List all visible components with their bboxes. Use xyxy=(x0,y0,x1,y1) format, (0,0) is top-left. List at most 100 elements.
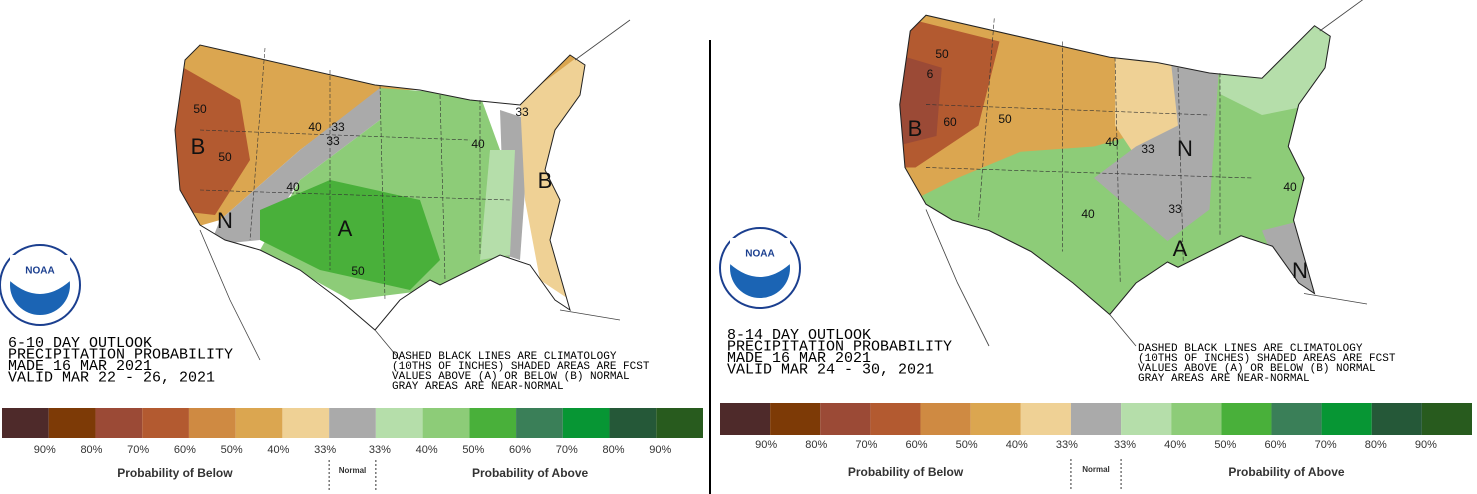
legend-swatch xyxy=(469,408,517,438)
legend-label: 80% xyxy=(1365,439,1387,451)
legend-label: 90% xyxy=(1415,439,1437,451)
map-label: 40 xyxy=(286,180,300,194)
probability-area xyxy=(260,180,440,290)
legend-swatch xyxy=(656,408,703,438)
legend-label: 40% xyxy=(267,444,289,456)
legend-label: 50% xyxy=(462,444,484,456)
legend-label: 70% xyxy=(855,439,877,451)
map-label: A xyxy=(338,216,353,241)
legend-label: 40% xyxy=(416,444,438,456)
legend-swatch xyxy=(1171,403,1222,435)
note-text: (10THS OF INCHES) SHADED AREAS ARE FCST xyxy=(1138,353,1396,365)
map-label: 33 xyxy=(326,134,340,148)
legend-normal-title: Normal xyxy=(1082,465,1110,474)
map-label: B xyxy=(191,134,206,159)
legend-swatch xyxy=(609,408,657,438)
map-label: 60 xyxy=(943,115,957,129)
legend-swatch xyxy=(1271,403,1322,435)
probability-area xyxy=(520,45,585,320)
state-lines xyxy=(199,47,511,301)
note-text: DASHED BLACK LINES ARE CLIMATOLOGY xyxy=(1138,343,1363,355)
legend-label: 60% xyxy=(509,444,531,456)
legend-swatch xyxy=(870,403,921,435)
legend-swatch xyxy=(920,403,971,435)
map-label: 40 xyxy=(1105,135,1119,149)
legend-label: 70% xyxy=(556,444,578,456)
legend-label: 80% xyxy=(805,439,827,451)
legend-label: 60% xyxy=(1264,439,1286,451)
map-label: 40 xyxy=(308,120,322,134)
probability-area xyxy=(480,150,515,260)
outlook-text: PRECIPITATION PROBABILITY xyxy=(727,338,952,355)
outlook-text: 8-14 DAY OUTLOOK xyxy=(727,327,871,344)
legend-swatch xyxy=(329,408,376,438)
note-text: DASHED BLACK LINES ARE CLIMATOLOGY xyxy=(392,351,617,363)
legend-swatch xyxy=(820,403,871,435)
neighbor-coast xyxy=(199,19,631,361)
legend-below-title: Probability of Below xyxy=(117,466,233,480)
us-border xyxy=(174,44,586,331)
legend-swatch xyxy=(1421,403,1472,435)
legend-swatch xyxy=(516,408,563,438)
legend-label: 33% xyxy=(369,444,391,456)
legend-swatch xyxy=(48,408,96,438)
legend-label: 33% xyxy=(314,444,336,456)
legend-label: 60% xyxy=(174,444,196,456)
legend-label: 50% xyxy=(221,444,243,456)
note-text: (10THS OF INCHES) SHADED AREAS ARE FCST xyxy=(392,361,650,373)
legend-label: 90% xyxy=(34,444,56,456)
note-text: VALUES ABOVE (A) OR BELOW (B) NORMAL xyxy=(392,371,630,383)
legend-swatch xyxy=(770,403,821,435)
map-label: N xyxy=(1292,258,1308,283)
legend-label: 40% xyxy=(1006,439,1028,451)
legend-swatch xyxy=(1121,403,1172,435)
note-text: GRAY AREAS ARE NEAR-NORMAL xyxy=(392,381,564,393)
probability-area xyxy=(1219,15,1331,115)
legend-swatch xyxy=(2,408,49,438)
map-label: 6 xyxy=(927,67,934,81)
note-text: GRAY AREAS ARE NEAR-NORMAL xyxy=(1138,373,1310,385)
legend-label: 80% xyxy=(603,444,625,456)
noaa-logo-text: NOAA xyxy=(25,266,54,277)
legend-swatch xyxy=(422,408,470,438)
outlook-text: MADE 16 MAR 2021 xyxy=(727,350,871,367)
legend-above-title: Probability of Above xyxy=(472,466,589,480)
map-label: N xyxy=(1177,136,1193,161)
outlook-text: MADE 16 MAR 2021 xyxy=(8,358,152,375)
map-label: 50 xyxy=(351,264,365,278)
note-text: VALUES ABOVE (A) OR BELOW (B) NORMAL xyxy=(1138,363,1376,375)
map-label: 50 xyxy=(218,150,232,164)
noaa-logo-gull xyxy=(730,238,790,277)
legend-swatch xyxy=(375,408,423,438)
noaa-logo-text: NOAA xyxy=(745,249,774,260)
outlook-text: 6-10 DAY OUTLOOK xyxy=(8,335,152,352)
legend-swatch xyxy=(235,408,283,438)
neighbor-coast xyxy=(925,0,1368,347)
map-label: B xyxy=(908,116,923,141)
map-label: 50 xyxy=(935,47,949,61)
us-border xyxy=(899,14,1331,316)
legend-swatch xyxy=(1070,403,1122,435)
state-lines xyxy=(925,18,1252,284)
legend-swatch xyxy=(1020,403,1071,435)
legend-label: 50% xyxy=(1214,439,1236,451)
map-shading xyxy=(175,45,585,320)
legend-label: 33% xyxy=(1056,439,1078,451)
map-label: 40 xyxy=(1081,207,1095,221)
legend-swatch xyxy=(970,403,1021,435)
legend-label: 70% xyxy=(1315,439,1337,451)
legend-swatch xyxy=(95,408,143,438)
map-label: 33 xyxy=(515,105,529,119)
legend-label: 50% xyxy=(956,439,978,451)
outlook-text: PRECIPITATION PROBABILITY xyxy=(8,346,233,363)
probability-area xyxy=(175,60,250,215)
legend-below-title: Probability of Below xyxy=(848,465,964,479)
legend-swatch xyxy=(1221,403,1272,435)
legend-swatch xyxy=(142,408,189,438)
map-label: 33 xyxy=(331,120,345,134)
legend-label: 90% xyxy=(755,439,777,451)
map-label: 50 xyxy=(998,112,1012,126)
legend-label: 90% xyxy=(649,444,671,456)
legend-label: 40% xyxy=(1164,439,1186,451)
